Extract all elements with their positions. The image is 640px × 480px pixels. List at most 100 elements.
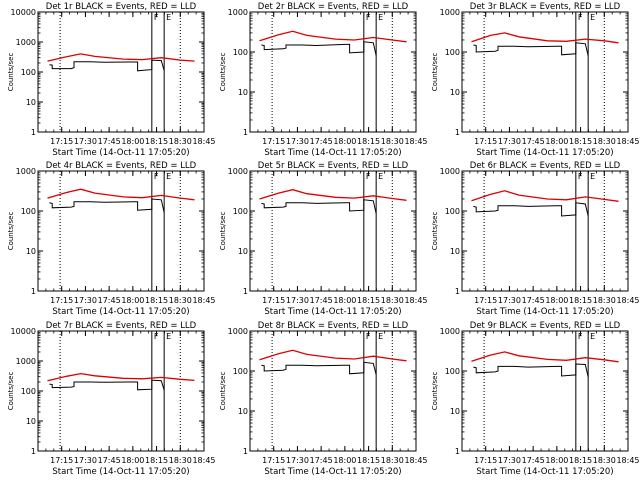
y-axis-label: Counts/sec — [7, 212, 15, 251]
lld-series-line — [259, 30, 407, 43]
x-tick-label: 18:30 — [169, 456, 192, 465]
y-axis-label: Counts/sec — [431, 53, 439, 92]
y-tick-label: 1000 — [228, 8, 248, 17]
plot-frame — [37, 330, 205, 452]
x-tick-label: 17:45 — [522, 296, 545, 305]
x-axis-label: Start Time (14-Oct-11 17:05:20) — [52, 148, 189, 158]
x-tick-label: 17:30 — [286, 137, 309, 146]
y-axis-label: Counts/sec — [219, 372, 227, 411]
y-tick-label: 1000 — [16, 167, 36, 176]
x-tick-label: 18:00 — [545, 137, 568, 146]
lld-series-line — [47, 188, 195, 201]
x-tick-label: 18:30 — [169, 296, 192, 305]
y-tick-label: 1 — [455, 287, 460, 296]
y-tick-label: 1 — [243, 128, 248, 137]
y-tick-label: 100 — [233, 367, 248, 376]
plot-frame — [249, 330, 417, 452]
x-tick-label: 17:30 — [498, 137, 521, 146]
flag-label: E — [166, 332, 171, 341]
plot-frame — [37, 170, 205, 292]
detector-panel-5: Det 5r BLACK = Events, RED = LLD Counts/s… — [219, 161, 428, 317]
y-axis-label: Counts/sec — [431, 212, 439, 251]
x-tick-label: 18:15 — [569, 456, 592, 465]
x-tick-label: 18:45 — [616, 296, 639, 305]
x-tick-label: 17:30 — [74, 137, 97, 146]
x-tick-label: 18:45 — [404, 296, 427, 305]
y-axis-label: Counts/sec — [219, 212, 227, 251]
flag-label: F — [578, 332, 583, 341]
x-tick-label: 18:00 — [333, 456, 356, 465]
y-tick-label: 1000 — [440, 327, 460, 336]
detector-panel-4: Det 4r BLACK = Events, RED = LLD Counts/s… — [7, 161, 216, 317]
x-tick-label: 18:00 — [121, 456, 144, 465]
x-tick-label: 17:15 — [262, 456, 285, 465]
x-tick-label: 18:00 — [333, 137, 356, 146]
x-tick-label: 17:15 — [50, 456, 73, 465]
y-tick-label: 1 — [243, 287, 248, 296]
panel-title: Det 3r BLACK = Events, RED = LLD — [470, 2, 621, 12]
events-series-line — [261, 361, 377, 376]
y-axis-label: Counts/sec — [431, 372, 439, 411]
flag-label: F — [154, 13, 159, 22]
x-tick-label: 18:15 — [357, 456, 380, 465]
x-tick-label: 17:15 — [474, 137, 497, 146]
y-tick-label: 100 — [445, 48, 460, 57]
x-tick-label: 17:30 — [498, 296, 521, 305]
plot-frame — [37, 11, 205, 133]
y-tick-label: 10 — [450, 88, 460, 97]
flag-label: E — [590, 332, 595, 341]
x-tick-label: 18:15 — [569, 137, 592, 146]
x-tick-label: 18:45 — [192, 456, 215, 465]
y-tick-label: 10 — [238, 247, 248, 256]
y-tick-label: 1000 — [440, 8, 460, 17]
flag-label: E — [166, 172, 171, 181]
plot-frame — [461, 330, 629, 452]
flag-label: E — [378, 332, 383, 341]
x-tick-label: 18:30 — [593, 296, 616, 305]
x-tick-label: 18:30 — [593, 456, 616, 465]
x-tick-label: 18:00 — [121, 137, 144, 146]
x-tick-label: 17:45 — [522, 456, 545, 465]
flag-label: F — [366, 172, 371, 181]
flag-label: F — [366, 13, 371, 22]
y-axis-label: Counts/sec — [219, 53, 227, 92]
panel-title: Det 2r BLACK = Events, RED = LLD — [258, 2, 409, 12]
x-tick-label: 18:00 — [545, 456, 568, 465]
x-tick-label: 18:45 — [192, 296, 215, 305]
x-axis-label: Start Time (14-Oct-11 17:05:20) — [476, 148, 613, 158]
x-tick-label: 18:15 — [145, 456, 168, 465]
y-tick-label: 1 — [31, 447, 36, 456]
lld-series-line — [471, 190, 619, 202]
events-series-line — [49, 198, 165, 213]
flag-label: E — [590, 172, 595, 181]
lld-series-line — [259, 189, 407, 201]
x-tick-label: 17:45 — [310, 456, 333, 465]
x-tick-label: 18:45 — [616, 456, 639, 465]
y-tick-label: 100 — [21, 68, 36, 77]
detector-panel-1: Det 1r BLACK = Events, RED = LLD Counts/s… — [7, 2, 216, 158]
plot-frame — [461, 11, 629, 133]
panel-title: Det 5r BLACK = Events, RED = LLD — [258, 161, 409, 171]
lld-series-line — [259, 349, 407, 362]
flag-label: F — [154, 332, 159, 341]
x-tick-label: 18:15 — [357, 296, 380, 305]
x-tick-label: 17:15 — [474, 456, 497, 465]
panel-title: Det 9r BLACK = Events, RED = LLD — [470, 321, 621, 331]
x-tick-label: 17:45 — [310, 137, 333, 146]
flag-label: F — [578, 172, 583, 181]
x-tick-label: 18:30 — [381, 456, 404, 465]
y-tick-label: 1 — [455, 447, 460, 456]
y-tick-label: 10 — [26, 247, 36, 256]
x-tick-label: 18:45 — [616, 137, 639, 146]
lld-series-line — [47, 372, 195, 382]
y-tick-label: 100 — [445, 207, 460, 216]
x-tick-label: 17:45 — [98, 296, 121, 305]
y-tick-label: 100 — [445, 367, 460, 376]
x-tick-label: 18:45 — [192, 137, 215, 146]
x-tick-label: 17:15 — [262, 137, 285, 146]
events-series-line — [473, 202, 589, 217]
x-tick-label: 18:30 — [381, 137, 404, 146]
lld-series-line — [471, 351, 619, 363]
events-series-line — [261, 41, 377, 57]
